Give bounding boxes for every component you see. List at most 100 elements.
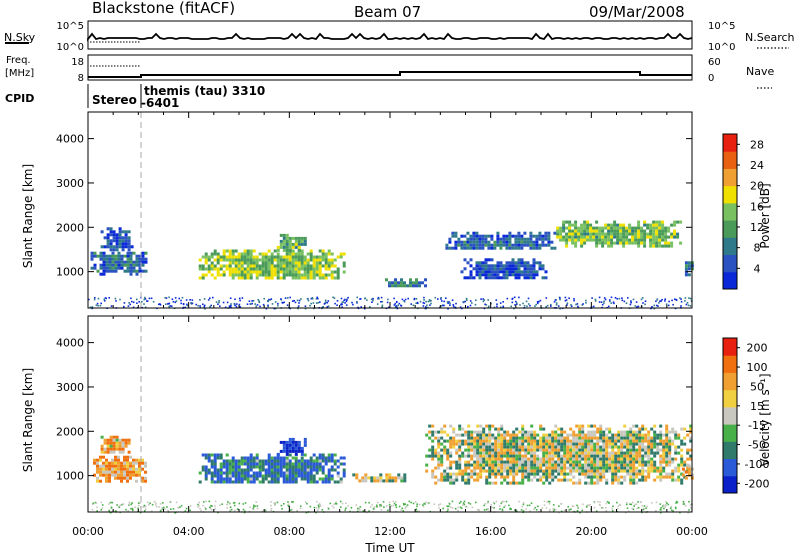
power-cell [252, 267, 256, 271]
power-cell [658, 244, 662, 248]
velocity-cell [572, 469, 576, 473]
power-cell [589, 238, 593, 242]
velocity-cell [584, 469, 588, 473]
power-cell [532, 270, 536, 274]
velocity-cell [102, 461, 105, 465]
velocity-cell [455, 472, 459, 476]
velocity-cell [240, 480, 244, 484]
velocity-cell [689, 454, 693, 458]
velocity-scatter-point [585, 505, 588, 508]
power-cell [93, 251, 97, 255]
velocity-cell [464, 481, 468, 485]
velocity-cell [647, 457, 651, 461]
velocity-cell [482, 445, 486, 449]
power-cell [529, 234, 533, 238]
power-cell [291, 273, 295, 277]
velocity-cell [578, 460, 582, 464]
power-scatter-point [495, 299, 498, 301]
power-cell [249, 255, 253, 259]
power-cell [294, 255, 298, 259]
power-cell [291, 261, 295, 265]
velocity-cell [584, 454, 588, 458]
velocity-cell [611, 472, 615, 476]
power-cell [108, 254, 112, 258]
power-scatter-point [545, 297, 548, 299]
power-cell [532, 276, 536, 280]
power-cell [397, 281, 400, 285]
power-scatter-point [546, 304, 549, 307]
velocity-scatter-point [290, 509, 292, 511]
velocity-cell [497, 433, 501, 437]
velocity-cell [629, 448, 633, 452]
power-y-tick-label-2: 3000 [56, 177, 84, 190]
velocity-cell [518, 463, 522, 467]
power-cell [126, 263, 130, 267]
power-scatter-point [459, 306, 462, 308]
velocity-cell [578, 424, 582, 428]
power-cell [117, 260, 121, 264]
velocity-cell [521, 463, 525, 467]
velocity-cell [476, 430, 480, 434]
power-scatter-point [488, 305, 490, 308]
velocity-cell [524, 457, 528, 461]
power-cell [631, 238, 635, 242]
velocity-scatter-point [380, 503, 383, 506]
velocity-cell [521, 478, 525, 482]
power-scatter-point [598, 301, 601, 303]
nsky-frame [87, 20, 693, 50]
power-cell [499, 240, 503, 244]
velocity-scatter-point [270, 501, 272, 503]
cpid-panel: CPID Stereo -6401 themis (tau) 3310 [5, 84, 265, 110]
velocity-scatter-point [509, 508, 512, 511]
power-cell [472, 237, 476, 241]
velocity-cell [665, 427, 669, 431]
velocity-cell [288, 477, 292, 481]
power-scatter-point [312, 302, 315, 304]
power-cell [469, 258, 473, 262]
velocity-cell [593, 469, 597, 473]
power-cell [670, 223, 674, 227]
power-cell [556, 232, 560, 236]
power-cell [121, 230, 125, 234]
velocity-cell [671, 439, 675, 443]
velocity-cell [213, 456, 217, 460]
velocity-cell [452, 439, 456, 443]
power-scatter-point [644, 303, 646, 306]
velocity-cell [521, 454, 525, 458]
power-scatter-point [300, 298, 302, 300]
velocity-cell [237, 468, 241, 472]
velocity-cell [440, 460, 444, 464]
velocity-cell [635, 430, 639, 434]
velocity-cell [551, 433, 555, 437]
velocity-scatter-point [484, 502, 487, 505]
velocity-scatter-point [688, 500, 690, 503]
power-cell [129, 266, 133, 270]
velocity-cell [105, 479, 108, 483]
velocity-cell [458, 454, 462, 458]
velocity-scatter-point [624, 511, 627, 514]
power-cell [508, 243, 512, 247]
power-cell [108, 257, 112, 261]
velocity-cell [291, 471, 295, 475]
velocity-cell [659, 454, 663, 458]
velocity-cell [114, 458, 117, 462]
velocity-cell [270, 477, 274, 481]
velocity-scatter-point [545, 507, 548, 509]
power-cell [610, 235, 614, 239]
power-cell [108, 269, 112, 273]
velocity-cell [614, 466, 618, 470]
velocity-scatter-point [288, 503, 290, 506]
power-cell [595, 229, 599, 233]
velocity-cell [279, 440, 283, 444]
power-cell [454, 243, 458, 247]
velocity-cell [533, 475, 537, 479]
power-cell [577, 232, 581, 236]
velocity-cell [581, 457, 585, 461]
power-scatter-point [343, 299, 345, 302]
velocity-cell [581, 466, 585, 470]
velocity-cell [551, 466, 555, 470]
velocity-cell [282, 440, 286, 444]
velocity-cell [506, 451, 510, 455]
power-scatter-point [496, 305, 498, 308]
power-cell [297, 264, 301, 268]
